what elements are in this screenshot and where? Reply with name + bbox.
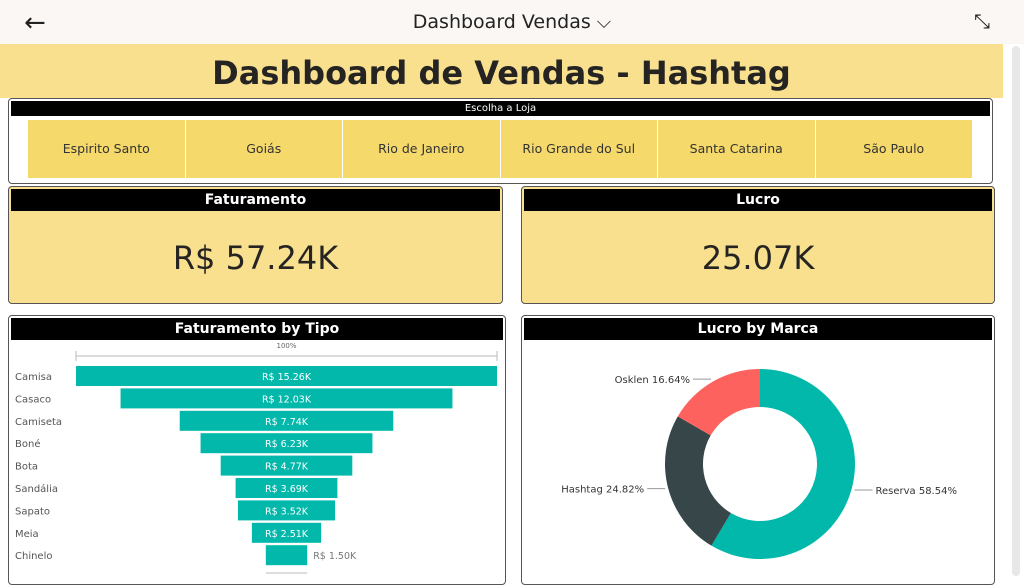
funnel-bar: [120, 388, 453, 409]
category-label: Sapato: [15, 506, 50, 517]
funnel-bar: [265, 545, 308, 566]
data-label: R$ 1.50K: [313, 551, 357, 562]
funnel-chart: 100% Camisa R$ 15.26K Casaco R$ 12.03K Camise…: [15, 342, 498, 574]
funnel-bar: [235, 478, 338, 498]
data-label: R$ 4.77K: [265, 462, 309, 473]
report-title-dropdown[interactable]: Dashboard Vendas ⌵: [412, 11, 612, 33]
collapse-icon[interactable]: ⤡: [974, 9, 990, 33]
data-label: R$ 6.23K: [265, 439, 309, 450]
slice-label: Hashtag 24.82%: [561, 485, 644, 496]
slicer-title: Escolha a Loja: [11, 101, 990, 116]
data-label: R$ 3.69K: [265, 484, 309, 495]
card-title: Lucro: [524, 189, 992, 211]
faturamento-card: Faturamento R$ 57.24K: [8, 186, 503, 304]
category-label: Camisa: [15, 372, 52, 383]
data-label: R$ 7.74K: [265, 417, 309, 428]
data-label: R$ 12.03K: [262, 394, 312, 405]
donut-slice: [665, 416, 731, 546]
slice-label: Reserva 58.54%: [875, 486, 956, 497]
store-button[interactable]: Rio de Janeiro: [343, 120, 501, 178]
donut-slice: [677, 369, 760, 436]
card-title: Faturamento: [11, 189, 500, 211]
funnel-bar: [179, 410, 394, 431]
funnel-bar: [251, 522, 322, 543]
funnel-bar: [237, 500, 336, 521]
store-button[interactable]: São Paulo: [815, 120, 973, 178]
store-button[interactable]: Rio Grande do Sul: [500, 120, 658, 178]
back-arrow-icon[interactable]: ←: [24, 8, 46, 38]
store-button[interactable]: Santa Catarina: [658, 120, 816, 178]
slice-label: Osklen 16.64%: [615, 375, 690, 386]
card-value: 25.07K: [701, 239, 815, 277]
data-label: R$ 3.52K: [265, 506, 309, 517]
funnel-bar: [76, 366, 497, 386]
category-label: Boné: [15, 438, 40, 450]
funnel-bar: [200, 433, 373, 454]
category-label: Casaco: [15, 394, 51, 405]
chart-title: Lucro by Marca: [524, 318, 992, 340]
funnel-bar: [220, 455, 353, 476]
card-value: R$ 57.24K: [172, 239, 339, 277]
category-label: Chinelo: [15, 551, 53, 562]
donut-slice: [711, 369, 855, 559]
top-percent-label: 100%: [276, 342, 296, 350]
lucro-card: Lucro 25.07K: [521, 186, 995, 304]
donut-chart: Reserva 58.54% Hashtag 24.82% Osklen 16.64…: [561, 369, 957, 559]
category-label: Meia: [15, 529, 39, 540]
category-label: Sandália: [15, 483, 58, 495]
chart-title: Faturamento by Tipo: [11, 318, 503, 340]
top-bar: ← Dashboard Vendas ⌵ ⤡: [0, 0, 1024, 44]
scrollbar[interactable]: [1012, 46, 1020, 576]
store-button[interactable]: Goiás: [185, 120, 343, 178]
store-slicer: Escolha a Loja Espirito Santo Goiás Rio …: [8, 98, 993, 184]
data-label: R$ 15.26K: [262, 372, 312, 383]
category-label: Bota: [15, 462, 38, 473]
donut-chart-panel: Lucro by Marca Reserva 58.54% Hashtag 24.…: [521, 315, 995, 585]
funnel-chart-panel: Faturamento by Tipo 100% Camisa R$ 15.26K C…: [8, 315, 506, 585]
dashboard-title: Dashboard de Vendas - Hashtag: [0, 44, 1003, 98]
category-label: Camiseta: [15, 417, 62, 428]
data-label: R$ 2.51K: [265, 529, 309, 540]
store-button[interactable]: Espirito Santo: [28, 120, 186, 178]
